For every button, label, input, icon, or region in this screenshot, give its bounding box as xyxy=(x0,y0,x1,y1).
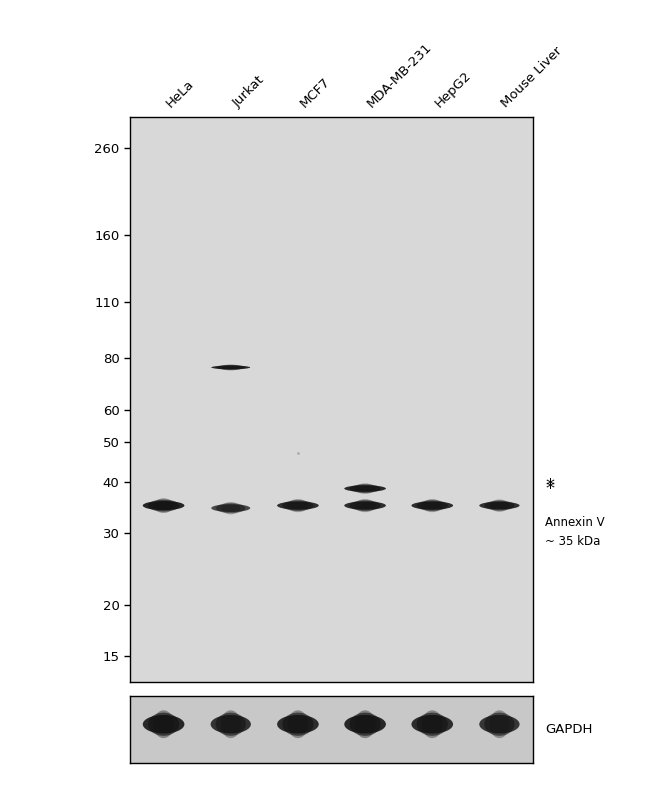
Text: Annexin V
~ 35 kDa: Annexin V ~ 35 kDa xyxy=(545,516,605,548)
Text: GAPDH: GAPDH xyxy=(545,723,592,736)
Ellipse shape xyxy=(417,713,448,736)
Ellipse shape xyxy=(221,710,241,738)
Ellipse shape xyxy=(344,485,386,491)
Ellipse shape xyxy=(282,500,313,511)
Ellipse shape xyxy=(148,713,179,736)
Text: MDA-MB-231: MDA-MB-231 xyxy=(365,40,435,111)
Ellipse shape xyxy=(282,713,313,736)
Ellipse shape xyxy=(211,366,250,370)
Ellipse shape xyxy=(350,713,381,736)
Ellipse shape xyxy=(153,710,174,738)
Ellipse shape xyxy=(422,710,443,738)
Ellipse shape xyxy=(350,500,381,511)
Ellipse shape xyxy=(484,713,515,736)
Ellipse shape xyxy=(221,502,240,514)
Ellipse shape xyxy=(417,500,448,511)
Ellipse shape xyxy=(411,715,453,734)
Ellipse shape xyxy=(221,365,240,370)
Ellipse shape xyxy=(344,501,386,510)
Ellipse shape xyxy=(344,715,386,734)
Ellipse shape xyxy=(216,713,246,736)
Ellipse shape xyxy=(479,715,519,734)
Ellipse shape xyxy=(355,483,376,494)
Ellipse shape xyxy=(277,715,318,734)
Ellipse shape xyxy=(355,710,376,738)
Ellipse shape xyxy=(355,499,376,512)
Ellipse shape xyxy=(489,500,510,512)
Text: MCF7: MCF7 xyxy=(298,75,333,111)
Ellipse shape xyxy=(216,365,245,370)
Ellipse shape xyxy=(216,503,245,513)
Text: *: * xyxy=(545,479,554,498)
Ellipse shape xyxy=(489,710,510,738)
Ellipse shape xyxy=(143,715,185,734)
Ellipse shape xyxy=(484,500,515,511)
Ellipse shape xyxy=(350,484,381,493)
Text: HeLa: HeLa xyxy=(164,77,196,111)
Ellipse shape xyxy=(479,502,519,509)
Ellipse shape xyxy=(287,499,308,512)
Ellipse shape xyxy=(153,499,174,513)
Text: HepG2: HepG2 xyxy=(432,69,474,111)
Ellipse shape xyxy=(411,501,453,510)
Ellipse shape xyxy=(143,501,185,510)
Text: Jurkat: Jurkat xyxy=(231,73,267,111)
Ellipse shape xyxy=(148,500,179,512)
Ellipse shape xyxy=(211,504,250,512)
Text: *: * xyxy=(545,477,554,495)
Ellipse shape xyxy=(422,499,443,512)
Ellipse shape xyxy=(277,501,318,510)
Text: Mouse Liver: Mouse Liver xyxy=(499,44,566,111)
Ellipse shape xyxy=(287,710,308,738)
Ellipse shape xyxy=(211,715,251,734)
